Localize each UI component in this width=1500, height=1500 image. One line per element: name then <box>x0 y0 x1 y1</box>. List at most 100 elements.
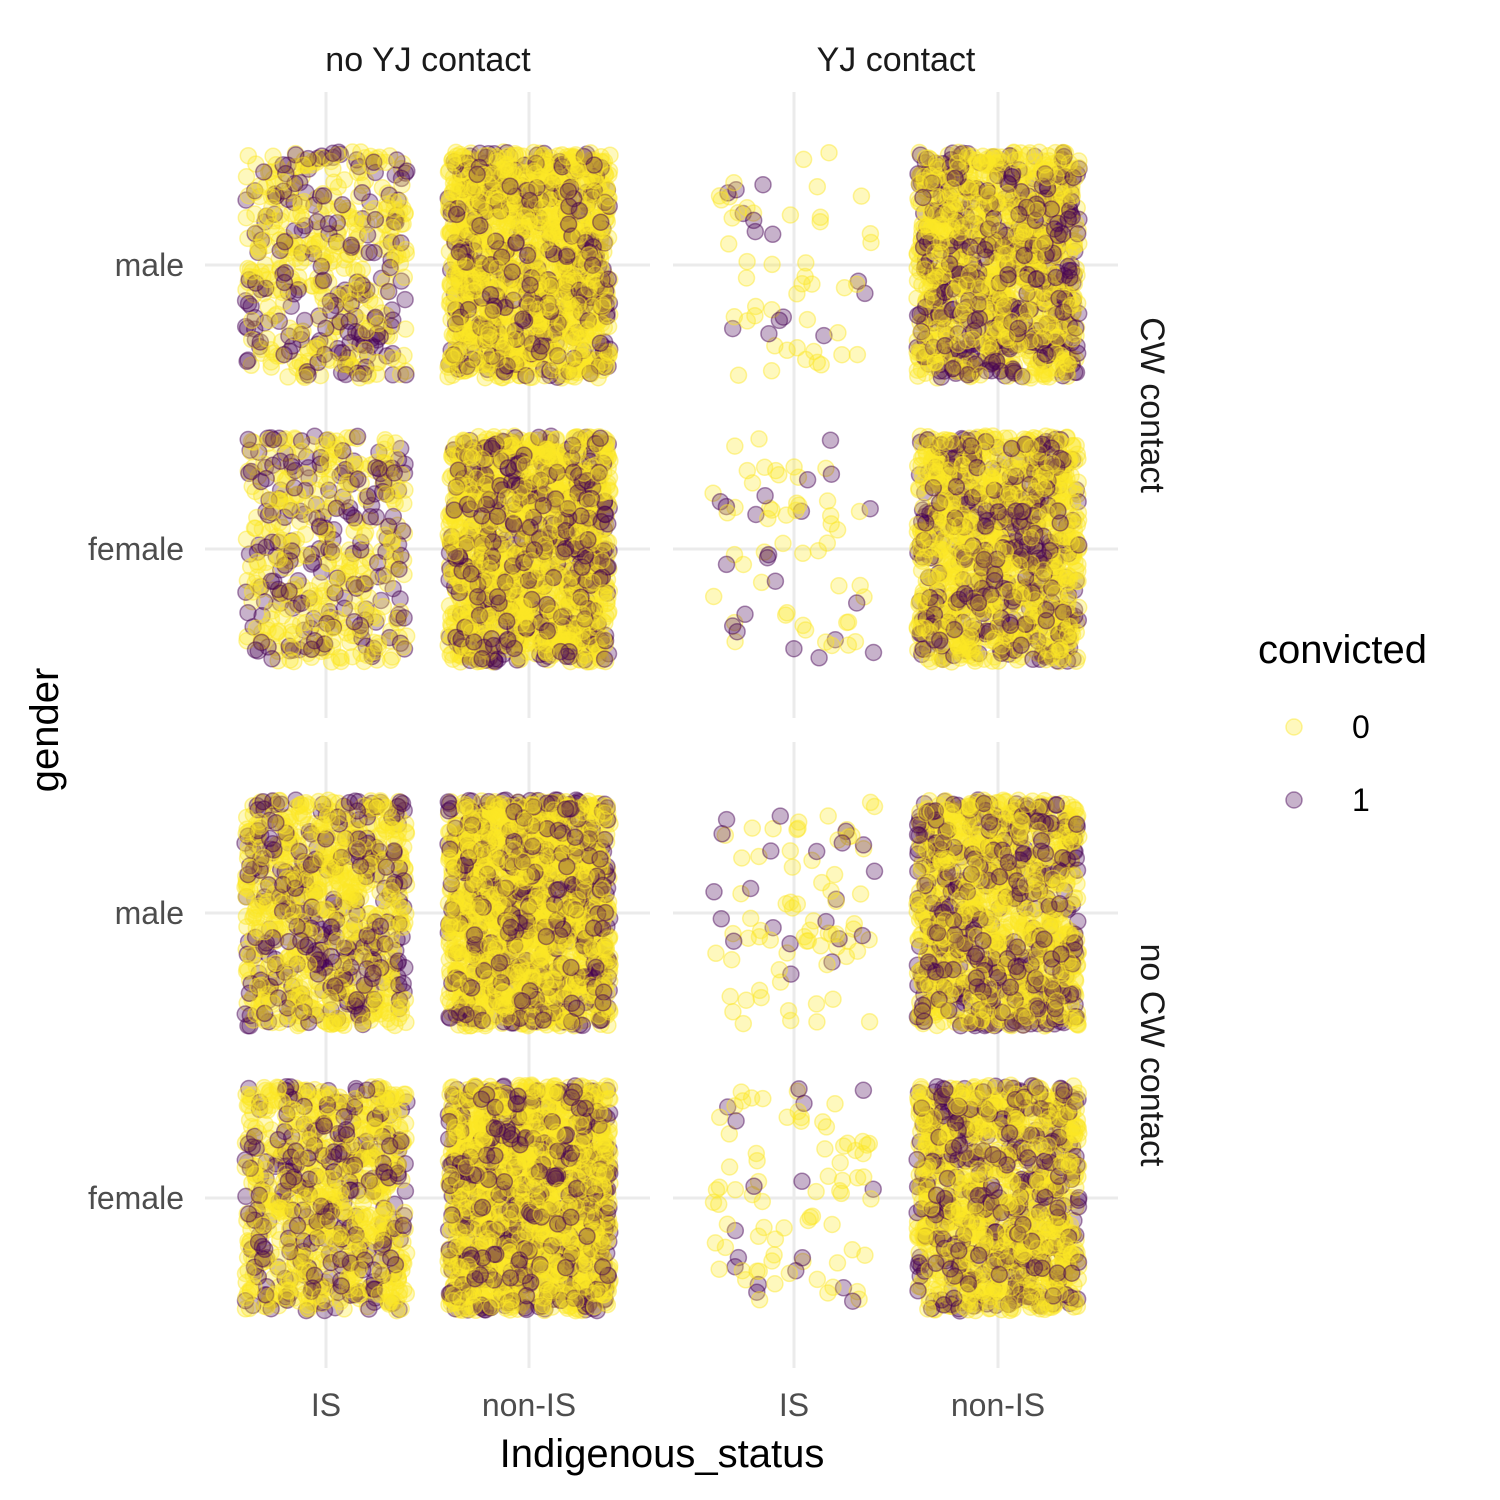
data-point <box>352 143 370 161</box>
data-point <box>316 333 334 351</box>
data-point <box>361 318 379 336</box>
data-point <box>308 335 327 353</box>
data-point <box>295 155 314 174</box>
data-point <box>336 355 355 374</box>
data-point <box>242 356 260 375</box>
data-point <box>310 232 328 251</box>
data-point <box>324 541 342 559</box>
data-point <box>591 429 609 448</box>
data-point <box>448 285 466 303</box>
data-point <box>332 363 351 382</box>
data-point <box>334 309 353 328</box>
data-point <box>379 231 397 250</box>
data-point <box>439 163 458 181</box>
data-point <box>829 324 847 342</box>
data-point <box>239 294 258 313</box>
data-point <box>383 218 402 237</box>
data-point <box>382 349 401 367</box>
data-point <box>788 339 806 357</box>
data-point <box>286 144 305 163</box>
data-point <box>521 276 539 294</box>
data-point <box>297 156 316 175</box>
data-point <box>378 199 396 217</box>
data-point <box>392 169 411 188</box>
data-point <box>339 348 357 367</box>
data-point <box>329 178 347 196</box>
data-point <box>746 306 764 325</box>
data-point <box>499 459 517 477</box>
data-point <box>372 269 391 288</box>
data-point <box>271 260 289 279</box>
data-point <box>357 303 375 322</box>
data-point <box>356 286 374 305</box>
data-point <box>591 334 610 352</box>
point-cluster <box>237 427 416 671</box>
data-point <box>340 209 359 228</box>
data-point <box>272 212 290 230</box>
data-point <box>240 267 258 286</box>
data-point <box>377 282 396 301</box>
data-point <box>539 189 558 208</box>
data-point <box>517 330 535 348</box>
data-point <box>559 182 578 200</box>
data-point <box>306 339 324 357</box>
data-point <box>380 327 399 345</box>
data-point <box>264 170 283 188</box>
data-point <box>293 167 311 186</box>
data-point <box>595 535 613 553</box>
data-point <box>361 203 379 222</box>
data-point <box>820 143 838 162</box>
data-point <box>285 285 303 303</box>
data-point <box>293 244 311 262</box>
data-point <box>502 219 521 237</box>
data-point <box>393 176 411 194</box>
data-point <box>296 614 315 632</box>
data-point <box>279 244 297 263</box>
data-point <box>455 432 473 450</box>
data-point <box>568 523 587 541</box>
data-point <box>308 151 326 169</box>
data-point <box>387 213 405 231</box>
data-point <box>468 165 486 184</box>
data-point <box>291 353 309 371</box>
data-point <box>737 269 756 287</box>
data-point <box>518 246 537 265</box>
data-point <box>296 368 314 387</box>
data-point <box>350 157 368 176</box>
data-point <box>597 358 616 376</box>
data-point <box>336 281 354 299</box>
data-point <box>302 358 320 377</box>
data-point <box>245 320 264 338</box>
data-point <box>330 344 348 362</box>
data-point <box>547 322 566 341</box>
data-point <box>359 365 377 384</box>
data-point <box>396 290 414 309</box>
data-point <box>474 535 492 554</box>
data-point <box>275 233 294 251</box>
data-point <box>273 531 291 549</box>
data-point <box>274 293 293 311</box>
data-point <box>264 147 282 166</box>
data-point <box>358 346 377 365</box>
data-point <box>324 148 342 167</box>
data-point <box>376 272 394 290</box>
data-point <box>319 452 338 470</box>
data-point <box>394 215 412 233</box>
data-point <box>811 212 829 231</box>
data-point <box>348 275 366 293</box>
data-point <box>580 492 598 510</box>
data-point <box>289 276 308 295</box>
data-point <box>239 273 258 292</box>
data-point <box>329 339 347 358</box>
data-point <box>355 244 374 263</box>
data-point <box>239 430 257 449</box>
data-point <box>256 279 275 298</box>
data-point <box>394 199 412 218</box>
data-point <box>339 323 357 341</box>
data-point <box>852 187 871 205</box>
data-point <box>469 427 488 446</box>
data-point <box>254 267 272 286</box>
data-point <box>271 452 290 470</box>
data-point <box>346 154 364 173</box>
data-point <box>534 496 552 515</box>
